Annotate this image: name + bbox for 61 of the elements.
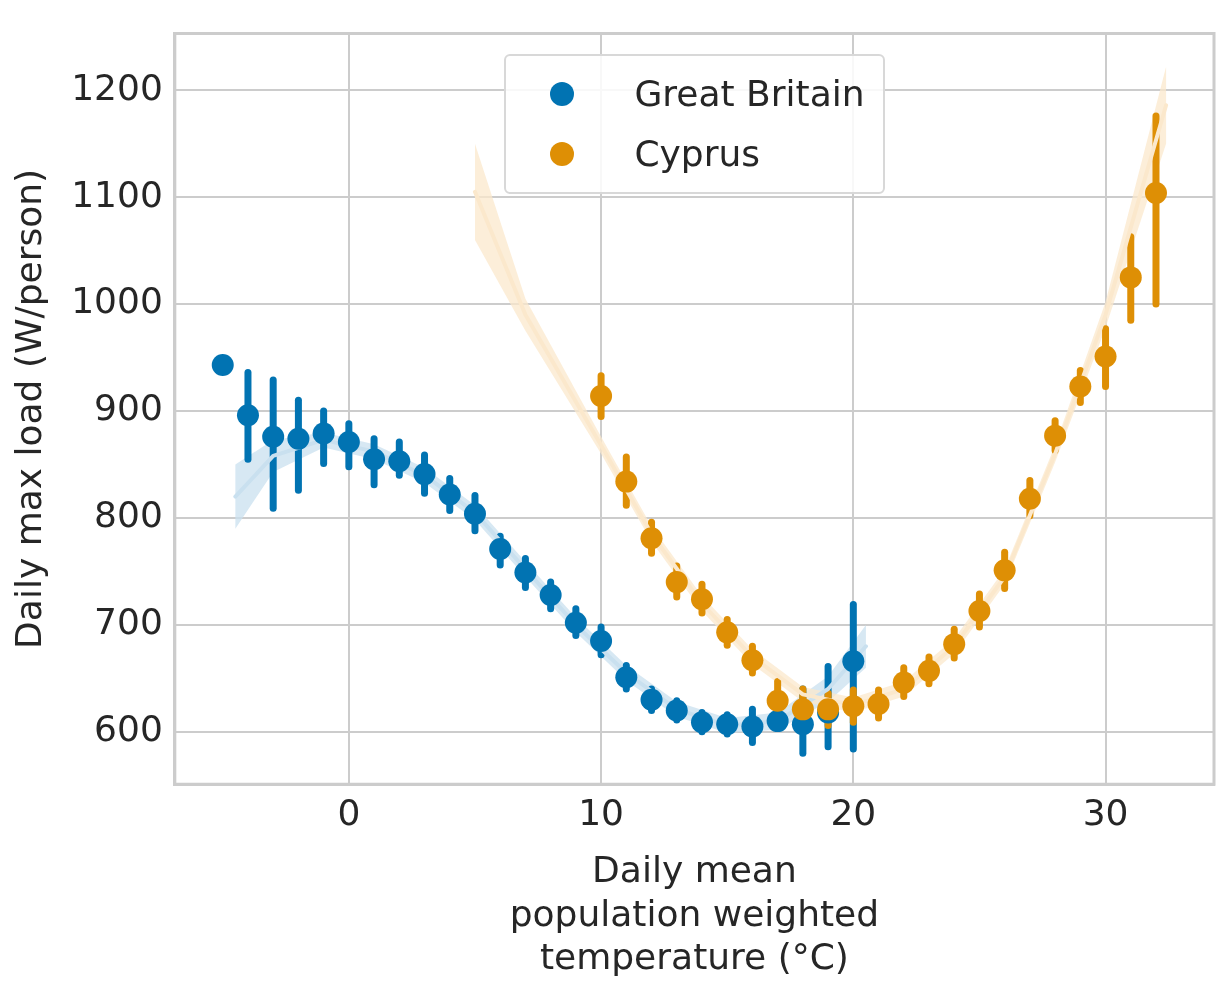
point xyxy=(211,354,234,377)
point xyxy=(640,527,663,550)
point xyxy=(943,633,966,656)
point xyxy=(1044,424,1067,447)
point xyxy=(968,599,991,622)
point xyxy=(917,659,940,682)
y-tick-label: 1000 xyxy=(71,280,163,322)
point xyxy=(993,559,1016,582)
point xyxy=(766,689,789,712)
point xyxy=(892,671,915,694)
y-axis-title: Daily max load (W/person) xyxy=(7,168,49,649)
x-tick-label: 10 xyxy=(578,792,624,834)
point xyxy=(1144,181,1167,204)
y-tick-label: 600 xyxy=(94,708,163,750)
point xyxy=(640,688,663,711)
point xyxy=(539,583,562,606)
point xyxy=(590,385,613,408)
point xyxy=(615,470,638,493)
point xyxy=(463,502,486,525)
point xyxy=(363,448,386,471)
point xyxy=(867,693,890,716)
point xyxy=(842,650,865,673)
point xyxy=(1018,487,1041,510)
point xyxy=(741,715,764,738)
point xyxy=(262,425,285,448)
point xyxy=(236,404,259,427)
point xyxy=(438,483,461,506)
point xyxy=(1119,266,1142,289)
y-tick-label: 700 xyxy=(94,601,163,643)
point xyxy=(791,698,814,721)
y-tick-label: 1200 xyxy=(71,66,163,108)
point xyxy=(690,711,713,734)
x-tick-label: 0 xyxy=(337,792,361,834)
point xyxy=(716,621,739,644)
point xyxy=(741,649,764,672)
point xyxy=(388,450,411,473)
point xyxy=(312,422,335,445)
point xyxy=(514,561,537,584)
point xyxy=(665,699,688,722)
point xyxy=(615,666,638,689)
point xyxy=(1069,375,1092,398)
x-axis-title: Daily mean population weighted temperature (°C) xyxy=(509,849,880,977)
point xyxy=(590,629,613,652)
legend-label: Great Britain xyxy=(634,73,865,115)
point xyxy=(489,537,512,560)
point xyxy=(337,431,360,454)
point xyxy=(842,695,865,718)
point xyxy=(690,588,713,611)
point xyxy=(716,713,739,736)
point xyxy=(564,611,587,634)
y-tick-label: 800 xyxy=(94,494,163,536)
point xyxy=(665,571,688,594)
legend-label: Cyprus xyxy=(634,133,761,175)
point xyxy=(413,463,436,486)
point xyxy=(287,427,310,450)
x-tick-label: 30 xyxy=(1082,792,1129,834)
point xyxy=(1094,345,1117,368)
y-tick-label: 900 xyxy=(94,387,163,429)
y-tick-label: 1100 xyxy=(71,173,163,215)
point xyxy=(766,710,789,733)
x-tick-label: 20 xyxy=(830,792,877,834)
